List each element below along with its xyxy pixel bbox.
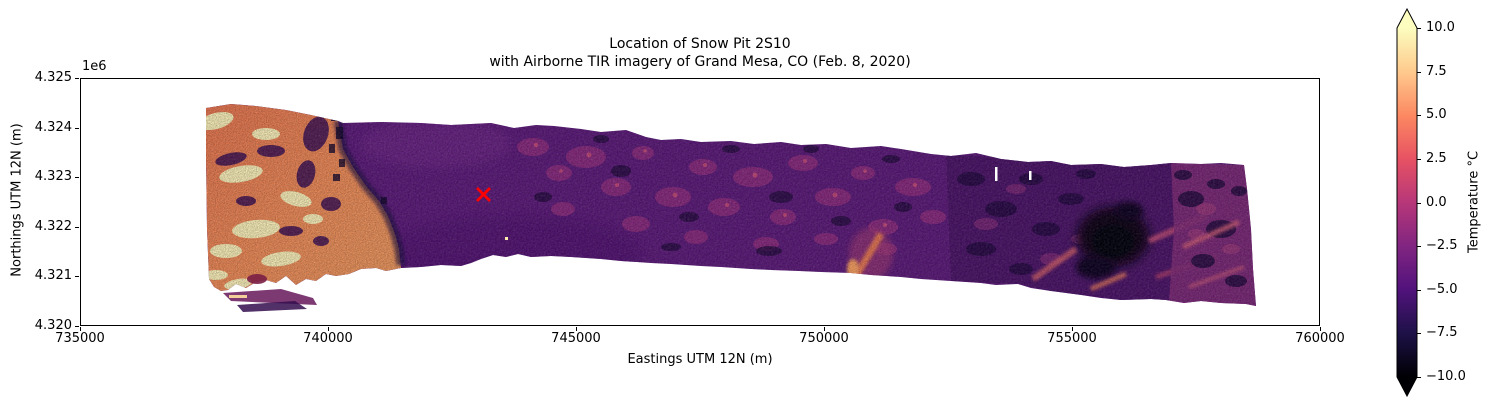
y-tick: [75, 276, 79, 277]
colorbar-tick: [1417, 159, 1421, 160]
saturated-point: [995, 167, 998, 181]
y-axis-offset-text: 1e6: [82, 59, 107, 74]
colorbar-tick: [1417, 115, 1421, 116]
colorbar-tick-label: 7.5: [1426, 64, 1447, 79]
y-tick-label: 4.323: [34, 169, 72, 184]
plot-area: [80, 78, 1320, 326]
colorbar-gradient: [1397, 28, 1417, 377]
colorbar-extend-max-arrow: [1397, 9, 1417, 28]
colorbar-tick-label: −5.0: [1426, 282, 1458, 297]
x-tick: [576, 327, 577, 331]
plot-title: Location of Snow Pit 2S10 with Airborne …: [80, 35, 1320, 71]
x-tick-label: 740000: [303, 331, 353, 346]
x-tick: [80, 327, 81, 331]
colorbar-tick: [1417, 246, 1421, 247]
x-tick-label: 750000: [799, 331, 849, 346]
colorbar-tick: [1417, 333, 1421, 334]
colorbar-tick: [1417, 28, 1421, 29]
y-tick: [75, 227, 79, 228]
colorbar-extend-min-arrow: [1397, 377, 1417, 396]
saturated-point: [1029, 171, 1032, 180]
colorbar-tick-label: 2.5: [1426, 151, 1447, 166]
colorbar-axis-label: Temperature °C: [1466, 150, 1482, 254]
x-axis-label: Eastings UTM 12N (m): [627, 352, 773, 367]
x-tick-label: 760000: [1295, 331, 1345, 346]
y-tick: [75, 177, 79, 178]
colorbar-tick-label: 0.0: [1426, 195, 1447, 210]
colorbar-tick-label: −10.0: [1426, 369, 1466, 384]
colorbar-tick: [1417, 203, 1421, 204]
x-tick: [1072, 327, 1073, 331]
colorbar-tick-label: −2.5: [1426, 238, 1458, 253]
colorbar-tick: [1417, 72, 1421, 73]
x-tick-label: 735000: [55, 331, 105, 346]
strip-warm-patch: [247, 274, 267, 284]
warm-speck: [505, 237, 508, 240]
y-tick-label: 4.324: [34, 120, 72, 135]
colorbar-tick: [1417, 377, 1421, 378]
y-tick-label: 4.322: [34, 219, 72, 234]
strip-sliver: [223, 289, 317, 305]
x-tick-label: 755000: [1047, 331, 1097, 346]
y-tick: [75, 78, 79, 79]
colorbar-tick: [1417, 290, 1421, 291]
x-tick-label: 745000: [551, 331, 601, 346]
colorbar-tick-label: −7.5: [1426, 325, 1458, 340]
plot-title-line2: with Airborne TIR imagery of Grand Mesa,…: [489, 54, 911, 70]
colorbar: [1396, 8, 1418, 398]
strip-sliver: [237, 301, 307, 312]
y-tick: [75, 128, 79, 129]
x-tick: [328, 327, 329, 331]
colorbar-tick-label: 10.0: [1426, 20, 1455, 35]
y-tick: [75, 326, 79, 327]
tir-strip: [206, 104, 1256, 306]
x-tick: [1320, 327, 1321, 331]
y-tick-label: 4.321: [34, 268, 72, 283]
tir-imagery: [206, 104, 1256, 312]
plot-title-line1: Location of Snow Pit 2S10: [609, 36, 791, 52]
snow-pit-marker: [476, 187, 491, 202]
colorbar-tick-label: 5.0: [1426, 107, 1447, 122]
y-tick-label: 4.325: [34, 70, 72, 85]
y-tick-label: 4.320: [34, 318, 72, 333]
y-axis-label: Northings UTM 12N (m): [9, 123, 25, 277]
x-tick: [824, 327, 825, 331]
strip-sliver-highlight: [229, 295, 247, 298]
